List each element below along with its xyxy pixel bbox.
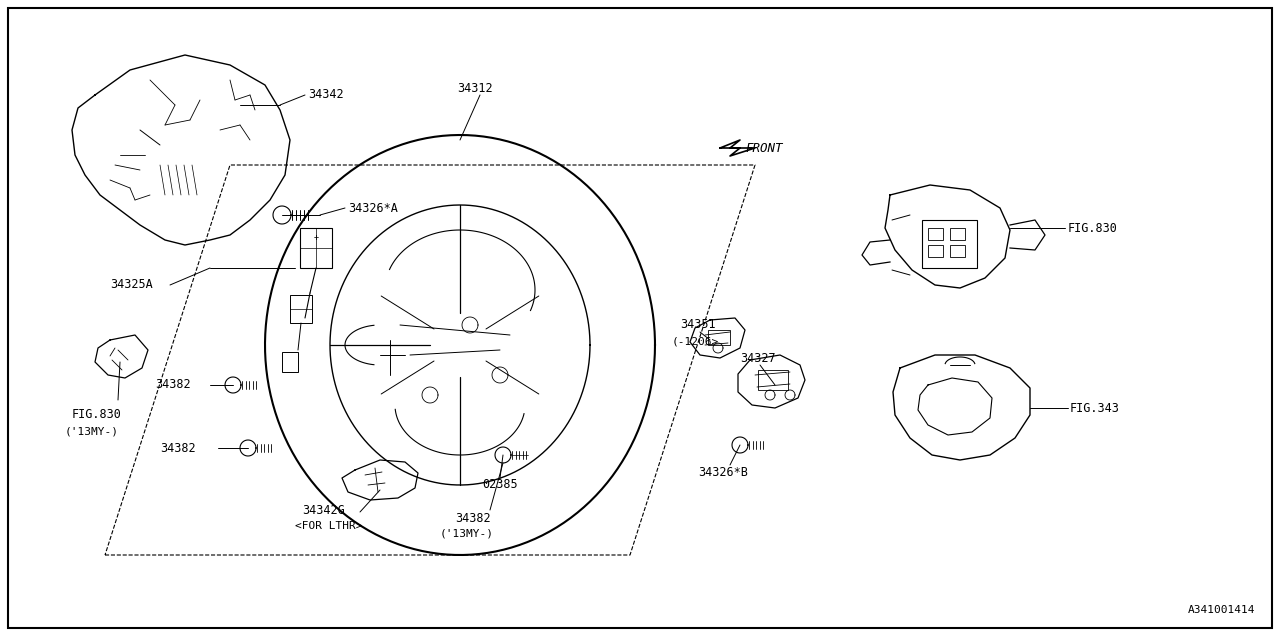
Bar — [300, 228, 332, 268]
Text: 34382: 34382 — [160, 442, 196, 454]
Text: <FOR LTHR>: <FOR LTHR> — [294, 521, 362, 531]
Bar — [928, 228, 943, 240]
Text: A341001414: A341001414 — [1188, 605, 1254, 615]
Bar — [282, 352, 298, 372]
Bar — [928, 245, 943, 257]
Text: 34351: 34351 — [680, 319, 716, 332]
Text: 34326*B: 34326*B — [698, 467, 748, 479]
Bar — [950, 228, 965, 240]
Text: 34342: 34342 — [308, 88, 343, 102]
Text: 34342G: 34342G — [302, 504, 344, 516]
Text: +: + — [314, 234, 319, 243]
Bar — [922, 220, 977, 268]
Text: ('13MY-): ('13MY-) — [65, 427, 119, 437]
Bar — [708, 330, 730, 345]
Text: FIG.343: FIG.343 — [1070, 401, 1120, 415]
Text: FIG.830: FIG.830 — [72, 408, 122, 422]
Bar — [758, 370, 788, 390]
Text: 34312: 34312 — [457, 81, 493, 95]
Bar — [950, 245, 965, 257]
Text: 34382: 34382 — [155, 378, 191, 392]
Text: ('13MY-): ('13MY-) — [440, 529, 494, 539]
Text: 34382: 34382 — [454, 511, 490, 525]
Bar — [291, 295, 312, 323]
Text: 34325A: 34325A — [110, 278, 152, 291]
Text: 34326*A: 34326*A — [348, 202, 398, 214]
Text: 02385: 02385 — [483, 479, 517, 492]
Text: FIG.830: FIG.830 — [1068, 221, 1117, 234]
Text: 34327: 34327 — [740, 351, 776, 365]
Text: FRONT: FRONT — [745, 141, 782, 154]
Text: (-1206>: (-1206> — [672, 337, 719, 347]
